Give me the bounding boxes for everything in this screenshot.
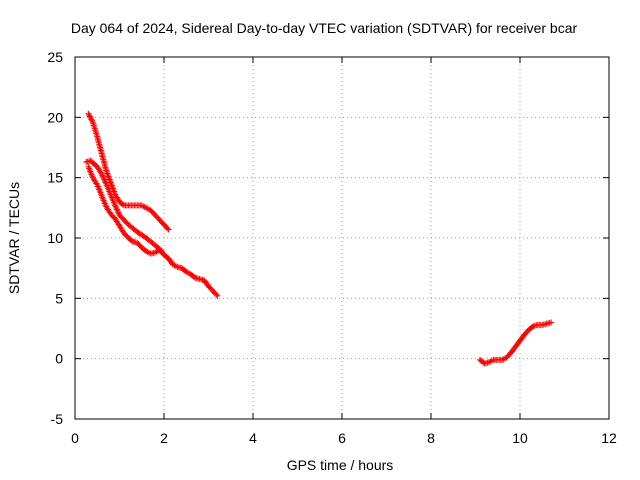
chart-title: Day 064 of 2024, Sidereal Day-to-day VTE… [71, 20, 578, 36]
grid-lines [75, 57, 609, 419]
y-tick-labels: -5 0 5 10 15 20 25 [47, 49, 63, 427]
data-point [114, 207, 121, 214]
data-point [112, 202, 119, 209]
x-axis-label: GPS time / hours [287, 457, 394, 473]
x-tick-label: 2 [160, 430, 168, 446]
x-tick-label: 0 [71, 430, 79, 446]
data-point [89, 117, 96, 124]
data-point [99, 172, 106, 179]
x-tick-labels: 0 2 4 6 8 10 12 [71, 430, 617, 446]
y-tick-label: 20 [47, 109, 63, 125]
y-tick-label: 5 [55, 290, 63, 306]
data-point [98, 171, 105, 178]
data-point [100, 175, 107, 182]
y-tick-label: 25 [47, 49, 63, 65]
y-tick-label: -5 [51, 411, 64, 427]
tick-marks [74, 56, 610, 420]
data-point [113, 205, 120, 212]
data-point [85, 110, 92, 117]
data-point [112, 203, 119, 210]
data-point [529, 323, 536, 330]
data-point [119, 201, 126, 208]
data-point [88, 116, 95, 123]
x-tick-label: 6 [338, 430, 346, 446]
data-point [101, 177, 108, 184]
data-point [191, 273, 198, 280]
series-arc-3 [85, 163, 221, 299]
data-point [86, 113, 93, 120]
data-point [488, 357, 495, 364]
data-point [101, 176, 108, 183]
data-series-group [83, 110, 555, 367]
y-axis-label: SDTVAR / TECUs [6, 182, 22, 294]
series-arc-4 [476, 319, 555, 367]
data-point [164, 225, 171, 232]
data-point [113, 206, 120, 213]
data-point [172, 263, 179, 270]
y-tick-label: 0 [55, 351, 63, 367]
data-point [165, 226, 172, 233]
data-point [548, 319, 555, 326]
x-tick-label: 8 [427, 430, 435, 446]
data-point [86, 112, 93, 119]
data-point [213, 291, 220, 298]
series-arc-1 [85, 110, 172, 233]
data-point [128, 237, 135, 244]
x-tick-label: 12 [601, 430, 617, 446]
data-point [102, 179, 109, 186]
y-tick-label: 15 [47, 170, 63, 186]
data-point [99, 173, 106, 180]
data-point [115, 209, 122, 216]
data-point [214, 292, 221, 299]
x-tick-label: 10 [512, 430, 528, 446]
x-tick-label: 4 [249, 430, 257, 446]
y-tick-label: 10 [47, 230, 63, 246]
data-point [87, 114, 94, 121]
